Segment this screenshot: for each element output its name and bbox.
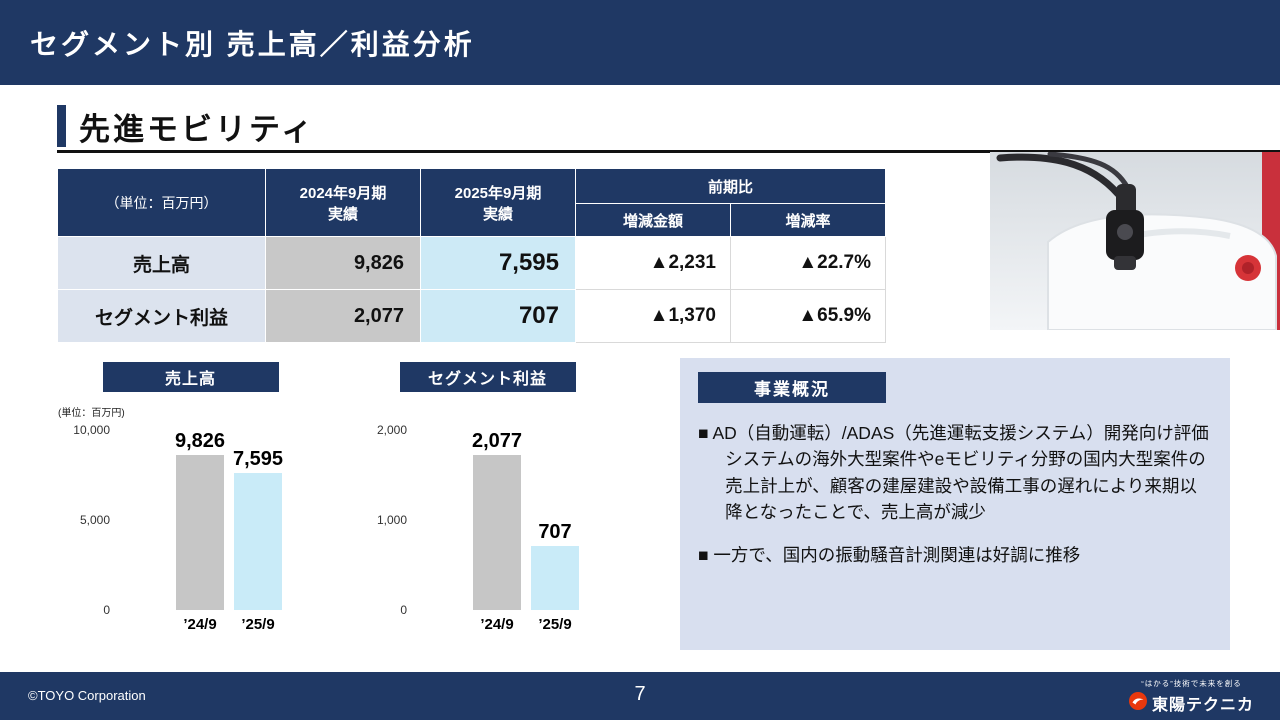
bar-group-fy2025: 707 ’25/9 bbox=[531, 430, 579, 633]
profit-fy2025-value: 707 bbox=[420, 289, 576, 343]
y-tick: 0 bbox=[400, 603, 407, 617]
overview-bullet: ■ AD（自動運転）/ADAS（先進運転支援システム）開発向け評価システムの海外… bbox=[698, 423, 1209, 522]
logo-tagline: “はかる”技術で未来を創る bbox=[1141, 679, 1242, 688]
bar-fy2025 bbox=[531, 546, 579, 610]
sales-bar-chart: 売上高 (単位：百万円) 10,000 5,000 0 9,826 ’24/9 … bbox=[58, 362, 323, 633]
profit-chart-plot: 2,077 ’24/9 707 ’25/9 bbox=[471, 430, 579, 633]
y-tick: 1,000 bbox=[376, 513, 407, 527]
table-col-yoy: 前期比 bbox=[574, 168, 887, 204]
sales-fy2025-value: 7,595 bbox=[420, 236, 576, 290]
heading-underline bbox=[57, 150, 1280, 153]
x-tick: ’24/9 bbox=[480, 616, 514, 633]
profit-fy2024-value: 2,077 bbox=[265, 289, 421, 343]
toyo-logo-icon bbox=[1128, 691, 1147, 715]
table-col-yoy-amount: 増減金額 bbox=[575, 203, 731, 237]
table-unit-header: （単位：百万円） bbox=[57, 168, 266, 237]
table-row-segment-profit: セグメント利益 2,077 707 ▲1,370 ▲65.9% bbox=[57, 289, 887, 343]
table-row-sales: 売上高 9,826 7,595 ▲2,231 ▲22.7% bbox=[57, 236, 887, 290]
sales-fy2024-value: 9,826 bbox=[265, 236, 421, 290]
y-tick: 5,000 bbox=[79, 513, 110, 527]
x-tick: ’24/9 bbox=[183, 616, 217, 633]
bar-value-label: 707 bbox=[538, 521, 572, 543]
title-bar: セグメント別 売上高／利益分析 bbox=[0, 0, 1280, 85]
profit-chart-title: セグメント利益 bbox=[399, 362, 576, 392]
footer-bar: ©TOYO Corporation 7 “はかる”技術で未来を創る 東陽テクニカ bbox=[0, 672, 1280, 720]
table-col-fy2024: 2024年9月期 実績 bbox=[265, 168, 421, 237]
sales-diff-value: ▲2,231 bbox=[575, 236, 731, 290]
bar-group-fy2024: 9,826 ’24/9 bbox=[174, 430, 226, 633]
section-heading: 先進モビリティ bbox=[57, 103, 315, 149]
ev-charging-photo bbox=[990, 152, 1280, 330]
profit-rate-value: ▲65.9% bbox=[729, 289, 887, 343]
profit-diff-value: ▲1,370 bbox=[575, 289, 731, 343]
bar-group-fy2024: 2,077 ’24/9 bbox=[471, 430, 523, 633]
sales-chart-y-axis: 10,000 5,000 0 bbox=[58, 423, 114, 617]
copyright-text: ©TOYO Corporation bbox=[28, 688, 146, 703]
overview-title-badge: 事業概況 bbox=[698, 372, 886, 403]
heading-accent-bar bbox=[57, 105, 66, 147]
y-tick: 10,000 bbox=[73, 423, 110, 437]
y-tick: 0 bbox=[103, 603, 110, 617]
bar-value-label: 9,826 bbox=[174, 430, 226, 452]
logo-company-name: 東陽テクニカ bbox=[1151, 697, 1254, 714]
bar-group-fy2025: 7,595 ’25/9 bbox=[232, 430, 284, 633]
profit-bar-chart: セグメント利益 2,000 1,000 0 2,077 ’24/9 707 ’2… bbox=[355, 362, 620, 633]
profit-chart-canvas: 2,000 1,000 0 2,077 ’24/9 707 ’25/9 bbox=[355, 404, 620, 633]
row-label: セグメント利益 bbox=[57, 289, 266, 343]
bar-fy2024 bbox=[176, 455, 224, 610]
business-overview-panel: 事業概況 ■ AD（自動運転）/ADAS（先進運転支援システム）開発向け評価シス… bbox=[680, 358, 1230, 650]
table-col-fy2025: 2025年9月期 実績 bbox=[420, 168, 576, 237]
x-tick: ’25/9 bbox=[241, 616, 275, 633]
overview-body: ■ AD（自動運転）/ADAS（先進運転支援システム）開発向け評価システムの海外… bbox=[698, 420, 1214, 585]
y-tick: 2,000 bbox=[376, 423, 407, 437]
x-tick: ’25/9 bbox=[538, 616, 572, 633]
sales-rate-value: ▲22.7% bbox=[729, 236, 887, 290]
slide-title: セグメント別 売上高／利益分析 bbox=[30, 28, 475, 60]
overview-bullet: ■ 一方で、国内の振動騒音計測関連は好調に推移 bbox=[698, 545, 1081, 565]
row-label: 売上高 bbox=[57, 236, 266, 290]
bar-value-label: 2,077 bbox=[471, 430, 523, 452]
logo-row: 東陽テクニカ bbox=[1128, 691, 1254, 715]
company-logo: “はかる”技術で未来を創る 東陽テクニカ bbox=[1128, 678, 1254, 715]
chart-unit-label: (単位：百万円) bbox=[58, 408, 125, 419]
profit-chart-y-axis: 2,000 1,000 0 bbox=[355, 423, 411, 617]
bar-value-label: 7,595 bbox=[232, 448, 284, 470]
sales-chart-canvas: (単位：百万円) 10,000 5,000 0 9,826 ’24/9 7,59… bbox=[58, 404, 323, 633]
segment-results-table: （単位：百万円） 2024年9月期 実績 2025年9月期 実績 前期比 増減金… bbox=[57, 168, 887, 343]
bar-fy2024 bbox=[473, 455, 521, 610]
sales-chart-title: 売上高 bbox=[102, 362, 279, 392]
table-col-yoy-rate: 増減率 bbox=[729, 203, 887, 237]
sales-chart-plot: 9,826 ’24/9 7,595 ’25/9 bbox=[174, 430, 284, 633]
page-number: 7 bbox=[634, 683, 646, 705]
section-title: 先進モビリティ bbox=[79, 111, 316, 147]
bar-fy2025 bbox=[234, 473, 282, 610]
